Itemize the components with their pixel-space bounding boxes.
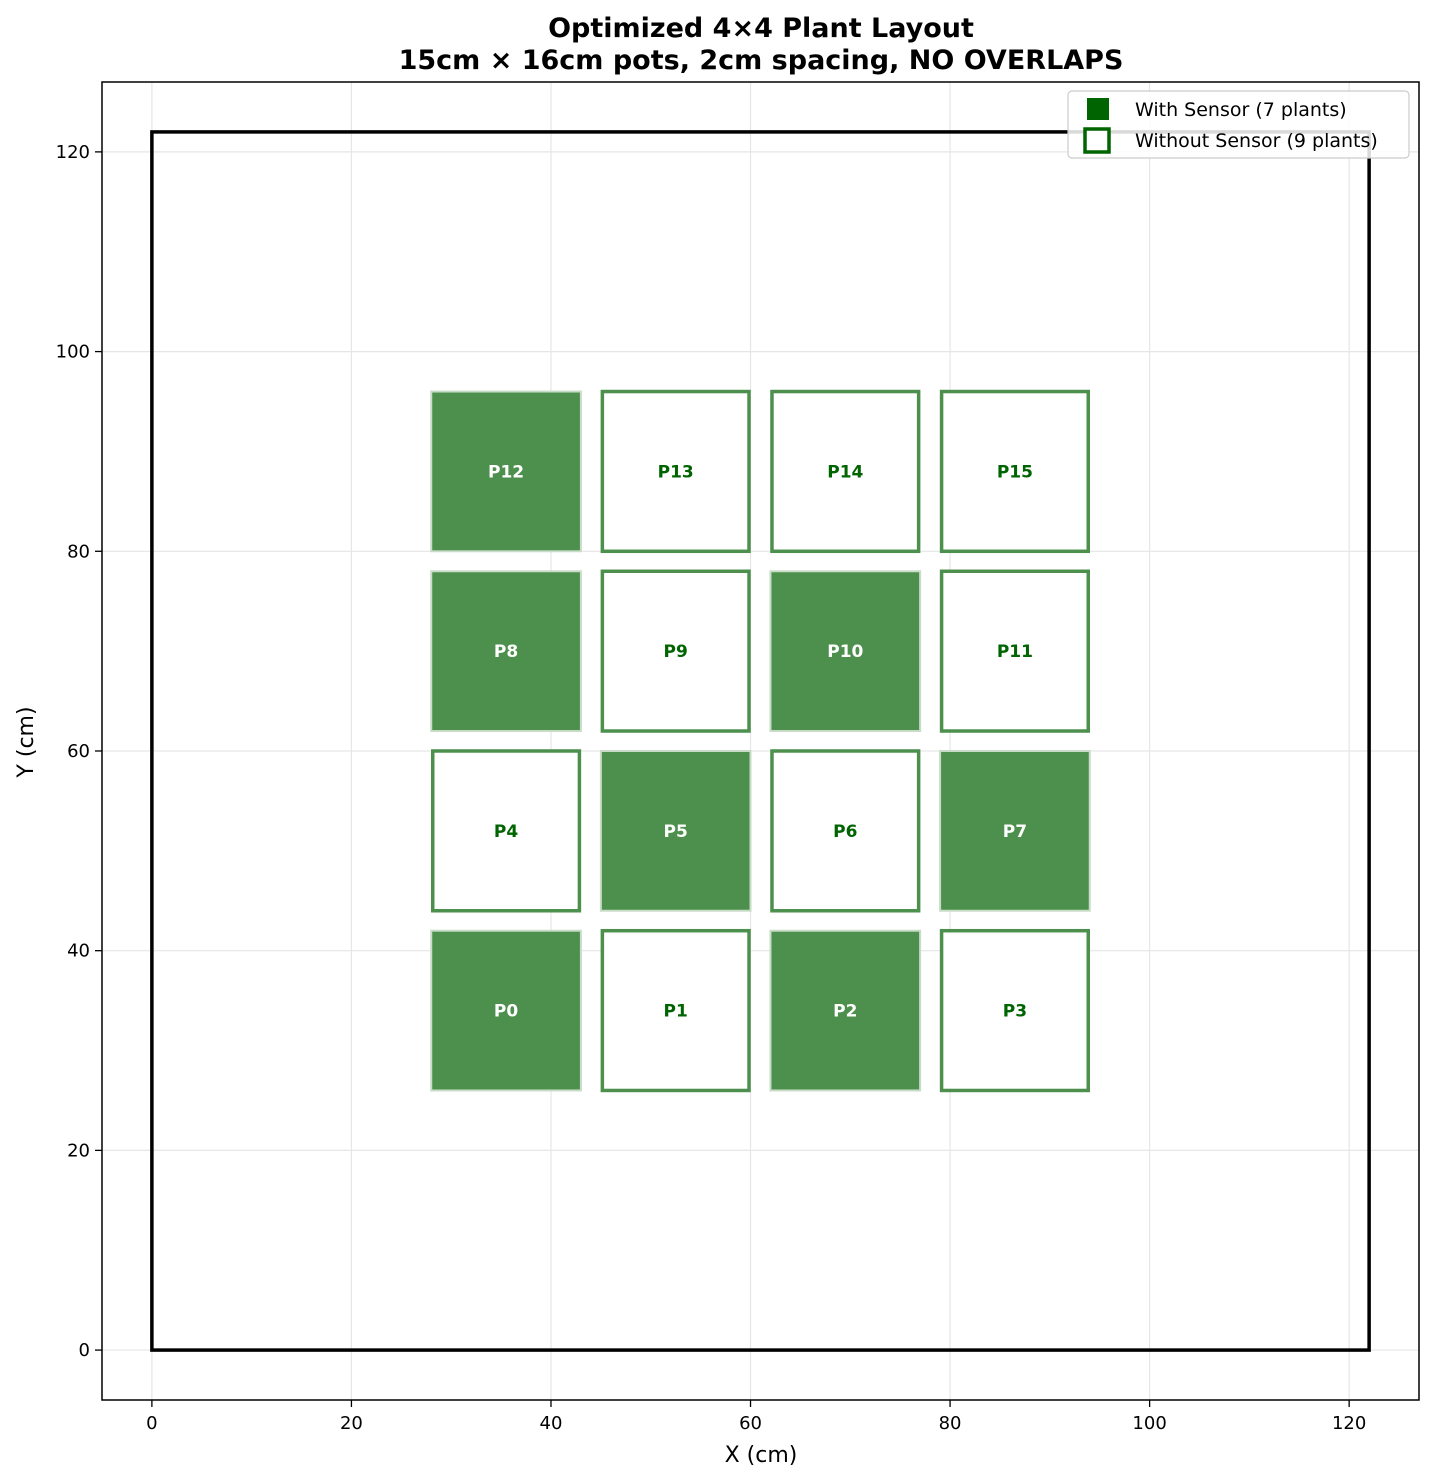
legend-box	[1067, 90, 1410, 159]
plant-label: P15	[997, 462, 1033, 482]
plant-label: P7	[1003, 822, 1027, 842]
legend-swatch-nosensor	[1083, 127, 1111, 154]
plant-pot	[770, 389, 921, 554]
plant-label: P14	[827, 462, 863, 482]
y-axis-label: Y (cm)	[14, 706, 39, 778]
plant-label: P5	[664, 822, 688, 842]
plant-pot-sensor	[939, 749, 1091, 912]
y-tick-label: 120	[56, 142, 90, 163]
legend-label: With Sensor (7 plants)	[1135, 99, 1347, 121]
plant-pot	[939, 569, 1090, 733]
plant-label: P0	[494, 1002, 518, 1022]
legend-label: Without Sensor (9 plants)	[1135, 130, 1378, 152]
plant-pot-sensor	[430, 570, 582, 733]
y-tick-label: 20	[67, 1140, 90, 1161]
legend-swatch-sensor	[1087, 98, 1109, 120]
plant-label: P1	[664, 1002, 688, 1022]
plant-label: P8	[494, 642, 518, 662]
boundary	[150, 130, 1371, 1352]
plant-label: P2	[833, 1002, 857, 1022]
plant-pot	[431, 749, 582, 913]
y-tick-label: 80	[67, 541, 90, 562]
x-tick-label: 40	[540, 1413, 563, 1434]
plant-label: P4	[494, 822, 518, 842]
plant-label: P12	[488, 462, 524, 482]
plant-pot	[770, 749, 921, 913]
plant-pot	[939, 389, 1090, 554]
x-tick-label: 80	[939, 1413, 962, 1434]
axes: 0 20 40 60 80 100 120 0 20 40 60 80 100 120	[56, 81, 1420, 1434]
x-tick-label: 100	[1132, 1413, 1166, 1434]
plant-pot-sensor	[769, 570, 922, 733]
plant-pot-sensor	[430, 929, 582, 1092]
x-axis-label: X (cm)	[725, 1443, 798, 1468]
plant-pot	[600, 389, 751, 554]
y-tick-label: 100	[56, 342, 90, 363]
plant-label: P13	[658, 462, 694, 482]
x-tick-label: 0	[146, 1413, 157, 1434]
plant-label: P11	[997, 642, 1033, 662]
chart-subtitle: 15cm × 16cm pots, 2cm spacing, NO OVERLA…	[399, 45, 1124, 76]
plant-pot-sensor	[430, 390, 582, 553]
grid	[102, 82, 1419, 1400]
plant-pot-sensor	[769, 929, 922, 1092]
plant-label: P3	[1003, 1002, 1027, 1022]
plant-label: P9	[664, 642, 688, 662]
plant-pot	[939, 928, 1090, 1093]
plant-pot	[600, 928, 751, 1093]
chart-title: Optimized 4×4 Plant Layout	[548, 13, 974, 44]
y-tick-label: 60	[67, 741, 90, 762]
x-tick-label: 20	[340, 1413, 363, 1434]
x-tick-label: 120	[1332, 1413, 1366, 1434]
plant-label: P6	[833, 822, 857, 842]
axes-frame	[101, 81, 1420, 1401]
plant-pot-sensor	[599, 749, 752, 912]
plants: P0 P1 P2 P3 P4 P5 P6 P7 P8 P9 P10 P11 P12 P13 P14 P15	[430, 389, 1091, 1093]
legend: With Sensor (7 plants) Without Sensor (9 …	[1067, 90, 1410, 159]
plant-pot	[600, 569, 751, 733]
y-tick-label: 40	[67, 941, 90, 962]
y-tick-label: 0	[79, 1340, 90, 1361]
x-tick-label: 60	[739, 1413, 762, 1434]
plant-label: P10	[827, 642, 863, 662]
table-boundary	[150, 130, 1371, 1352]
